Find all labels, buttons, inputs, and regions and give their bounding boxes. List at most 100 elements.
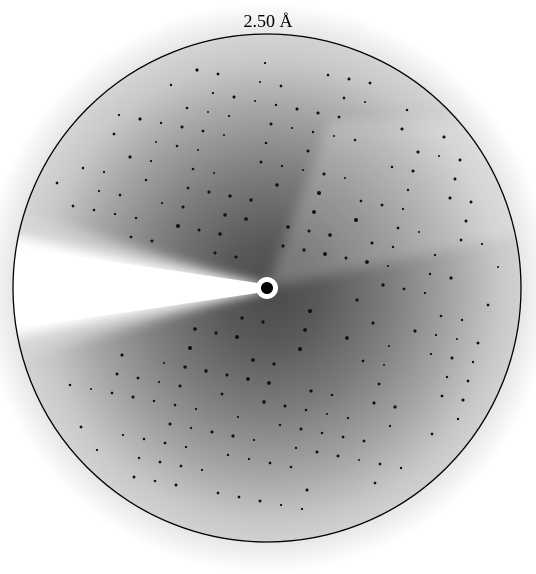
spot xyxy=(164,442,167,445)
spot xyxy=(374,482,377,485)
spot xyxy=(150,160,152,162)
spot xyxy=(192,168,195,171)
spot xyxy=(472,361,474,363)
spot xyxy=(154,480,157,483)
spot xyxy=(449,276,452,279)
spot xyxy=(270,123,273,126)
beamstop xyxy=(261,282,273,294)
spot xyxy=(383,364,385,366)
spot xyxy=(150,239,153,242)
spot xyxy=(281,244,284,247)
spot xyxy=(269,462,272,465)
spot xyxy=(159,461,162,464)
spot xyxy=(223,134,225,136)
spot xyxy=(457,418,459,420)
spot xyxy=(187,187,190,190)
spot xyxy=(301,508,303,510)
spot xyxy=(259,500,262,503)
spot xyxy=(400,127,403,130)
spot xyxy=(204,369,207,372)
spot xyxy=(182,206,185,209)
spot xyxy=(275,183,278,186)
spot xyxy=(160,122,162,124)
spot xyxy=(214,331,217,334)
spot xyxy=(389,425,391,427)
spot xyxy=(254,100,256,102)
spot xyxy=(307,150,310,153)
spot xyxy=(371,242,374,245)
spot xyxy=(407,189,409,191)
spot xyxy=(413,329,416,332)
spot xyxy=(195,408,197,410)
spot xyxy=(316,451,319,454)
spot xyxy=(158,381,160,383)
spot xyxy=(364,101,366,103)
spot xyxy=(303,328,307,332)
spot xyxy=(261,320,264,323)
spot xyxy=(461,398,464,401)
spot xyxy=(244,217,248,221)
spot xyxy=(225,373,228,376)
spot xyxy=(354,139,357,142)
spot xyxy=(201,469,203,471)
spot xyxy=(298,347,302,351)
spot xyxy=(235,335,239,339)
spot xyxy=(169,423,172,426)
spot xyxy=(441,395,444,398)
spot xyxy=(138,117,141,120)
spot xyxy=(238,496,241,499)
spot xyxy=(461,319,463,321)
spot xyxy=(345,257,348,260)
spot xyxy=(365,260,369,264)
spot xyxy=(137,377,140,380)
spot xyxy=(190,427,192,429)
spot xyxy=(363,440,366,443)
spot xyxy=(442,135,445,138)
spot xyxy=(381,283,384,286)
spot xyxy=(459,159,462,162)
spot xyxy=(354,218,358,222)
spot xyxy=(316,111,319,114)
spot xyxy=(120,353,123,356)
spot xyxy=(435,334,437,336)
spot xyxy=(227,454,229,456)
spot xyxy=(369,82,372,85)
spot xyxy=(114,213,116,215)
spot xyxy=(328,233,332,237)
spot xyxy=(183,365,186,368)
spot xyxy=(118,114,120,116)
spot xyxy=(246,377,250,381)
spot xyxy=(460,239,463,242)
spot xyxy=(402,208,404,210)
spot xyxy=(240,316,243,319)
page: 2.50 Å (() => { const data = JSON.parse(… xyxy=(0,0,536,574)
spot xyxy=(210,430,213,433)
spot xyxy=(90,388,92,390)
spot xyxy=(174,404,177,407)
spot xyxy=(264,62,266,64)
spot xyxy=(56,182,59,185)
spot xyxy=(213,172,215,174)
spot xyxy=(336,454,339,457)
spot xyxy=(175,484,178,487)
spot xyxy=(309,389,312,392)
spot xyxy=(308,230,311,233)
spot xyxy=(317,191,321,195)
spot xyxy=(333,135,335,137)
spot xyxy=(477,342,480,345)
spot xyxy=(411,169,414,172)
spot xyxy=(379,463,382,466)
spot xyxy=(98,190,100,192)
spot xyxy=(327,74,330,77)
spot xyxy=(392,246,394,248)
spot xyxy=(133,476,136,479)
spot xyxy=(280,504,282,506)
spot xyxy=(487,304,490,307)
spot xyxy=(221,393,224,396)
spot xyxy=(378,383,381,386)
spot xyxy=(431,433,434,436)
spot xyxy=(406,109,409,112)
spot xyxy=(153,400,155,402)
spot xyxy=(440,315,443,318)
spot xyxy=(326,413,328,415)
